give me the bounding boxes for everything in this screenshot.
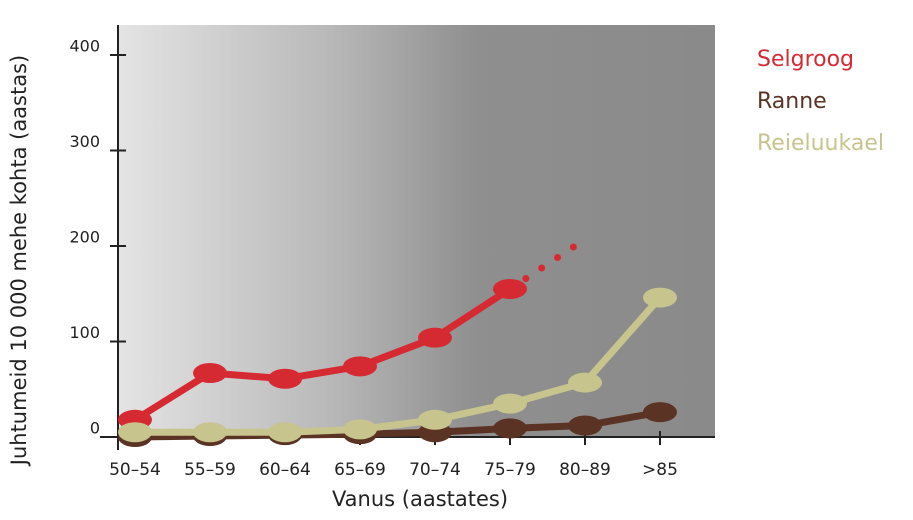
data-point (643, 402, 677, 423)
x-tick-label: >85 (642, 460, 678, 480)
y-tick-label: 100 (69, 323, 100, 342)
y-axis-label: Juhtumeid 10 000 mehe kohta (aastas) (7, 55, 31, 467)
y-tick-label: 200 (69, 228, 100, 247)
data-point (418, 409, 452, 430)
data-point (343, 419, 377, 440)
y-tick-label: 300 (69, 132, 100, 151)
data-point (193, 363, 227, 384)
data-point (268, 422, 302, 443)
data-point (268, 368, 302, 389)
x-tick-label: 60–64 (259, 460, 311, 480)
x-axis-label: Vanus (aastates) (332, 487, 508, 511)
legend-label: Ranne (757, 89, 827, 114)
data-point (568, 372, 602, 393)
data-point (118, 422, 152, 443)
projection-line (506, 235, 589, 293)
x-tick-label: 70–74 (409, 460, 461, 480)
data-point (493, 278, 527, 299)
x-tick-label: 65–69 (334, 460, 386, 480)
y-tick-label: 0 (90, 419, 100, 438)
data-point (493, 393, 527, 414)
x-tick-label: 50–54 (109, 460, 161, 480)
series-line (133, 286, 512, 423)
x-tick-label: 55–59 (184, 460, 236, 480)
legend-label: Selgroog (757, 47, 854, 72)
data-point (493, 418, 527, 439)
legend: Selgroog Ranne Reieluukael (757, 47, 884, 156)
data-point (418, 327, 452, 348)
data-point (193, 422, 227, 443)
data-point (343, 356, 377, 377)
x-tick-label: 80–89 (559, 460, 611, 480)
legend-label: Reieluukael (757, 131, 884, 156)
data-point (568, 415, 602, 436)
x-tick-label: 75–79 (484, 460, 536, 480)
data-point (643, 287, 677, 308)
y-tick-label: 400 (69, 37, 100, 56)
